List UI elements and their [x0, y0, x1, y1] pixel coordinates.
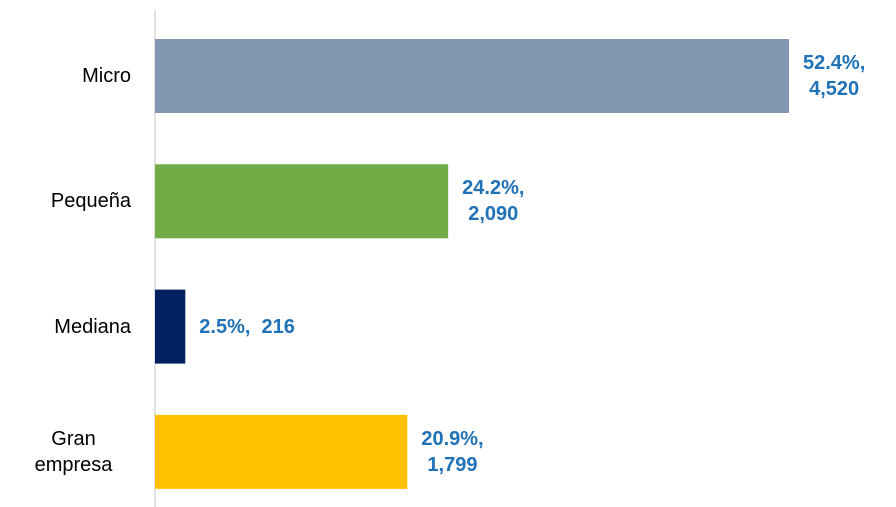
value-label-line: 20.9%, [421, 427, 484, 450]
bar [155, 164, 449, 239]
bar [155, 414, 408, 489]
value-label: 2.5%, 216 [199, 314, 295, 340]
category-label: Pequeña [51, 188, 131, 214]
value-label-line: 4,520 [809, 78, 860, 100]
bar [155, 289, 186, 364]
value-label: 20.9%, 1,799 [421, 426, 483, 478]
value-label: 52.4%, 4,520 [803, 50, 865, 102]
category-text: Gran empresa [34, 427, 113, 476]
value-label-line: 1,799 [427, 453, 478, 476]
category-label: Mediana [54, 314, 131, 340]
category-text: Micro [82, 65, 131, 87]
category-text: Mediana [54, 315, 131, 338]
category-label: Gran empresa [16, 426, 131, 478]
category-text: Pequeña [50, 190, 131, 213]
value-label-line: 2.5%, 216 [199, 315, 295, 338]
value-label: 24.2%, 2,090 [462, 175, 524, 227]
category-label: Micro [82, 63, 131, 89]
value-label-line: 2,090 [468, 203, 519, 226]
value-label-line: 52.4%, [803, 52, 866, 74]
value-label-line: 24.2%, [462, 177, 525, 200]
bar [155, 39, 789, 113]
